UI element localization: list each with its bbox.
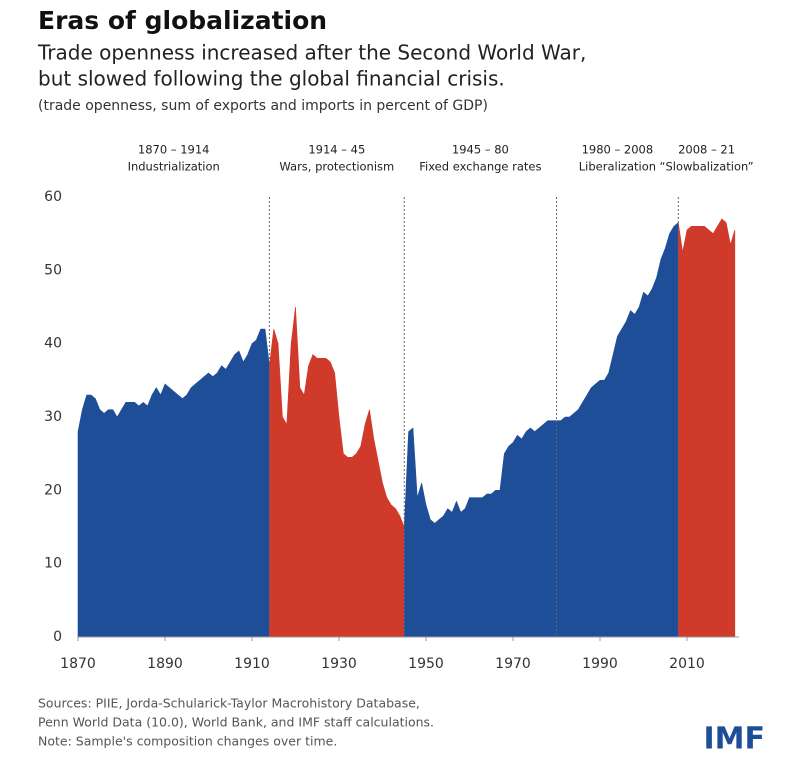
era-name: Fixed exchange rates (419, 160, 541, 174)
y-tick-label: 40 (44, 336, 62, 352)
era-period: 1870 – 1914 (138, 143, 210, 157)
era-period: 1945 – 80 (452, 143, 509, 157)
source: Penn World Data (10.0), World Bank, and … (38, 715, 434, 730)
era-period: 1980 – 2008 (582, 143, 654, 157)
chart-title: Eras of globalization (38, 6, 327, 35)
area (556, 222, 679, 638)
x-tick-label: 1990 (582, 656, 618, 672)
y-tick-label: 60 (44, 189, 62, 205)
source: Sources: PIIE, Jorda-Schularick-Taylor M… (38, 696, 420, 711)
y-tick-label: 20 (44, 482, 62, 498)
source: Note: Sample's composition changes over … (38, 734, 337, 749)
era-name: “Slowbalization” (660, 160, 754, 174)
logo: IMF (703, 722, 765, 757)
era-period: 1914 – 45 (308, 143, 365, 157)
area (77, 328, 270, 638)
area (403, 420, 557, 638)
x-tick-label: 2010 (669, 656, 705, 672)
y-tick-label: 10 (44, 556, 62, 572)
area (678, 218, 736, 638)
area (269, 306, 405, 638)
x-tick-label: 1870 (60, 656, 96, 672)
y-tick-label: 50 (44, 262, 62, 278)
y-tick-label: 0 (53, 629, 62, 645)
x-tick-label: 1950 (408, 656, 444, 672)
subtitle: Trade openness increased after the Secon… (37, 41, 586, 65)
era-name: Industrialization (128, 160, 220, 174)
x-tick-label: 1890 (147, 656, 183, 672)
era-name: Liberalization (579, 160, 656, 174)
era-period: 2008 – 21 (678, 143, 735, 157)
x-tick-label: 1930 (321, 656, 357, 672)
axis-note: (trade openness, sum of exports and impo… (38, 98, 488, 114)
era-name: Wars, protectionism (279, 160, 394, 174)
y-tick-label: 30 (44, 409, 62, 425)
x-tick-label: 1910 (234, 656, 270, 672)
subtitle: but slowed following the global financia… (38, 67, 505, 91)
x-tick-label: 1970 (495, 656, 531, 672)
